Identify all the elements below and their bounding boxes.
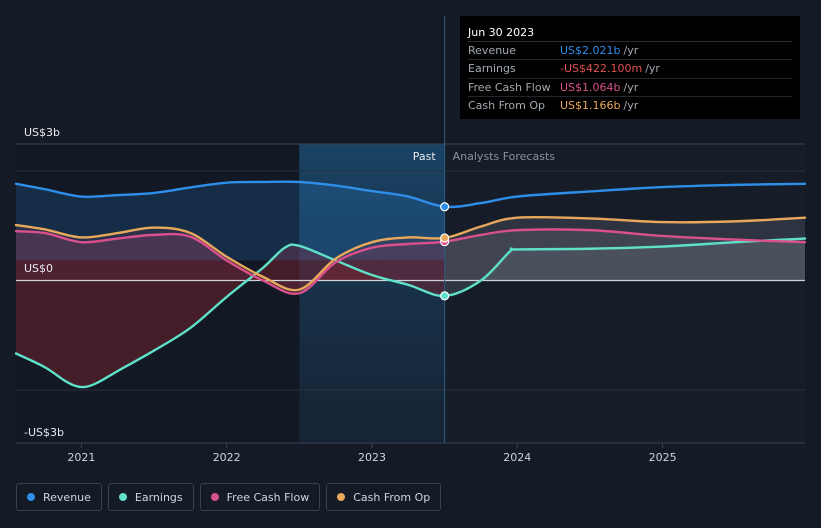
- tooltip-label: Revenue: [468, 44, 516, 57]
- tooltip-row-free-cash-flow: Free Cash Flow US$1.064b /yr: [468, 79, 792, 98]
- legend: Revenue Earnings Free Cash Flow Cash Fro…: [16, 483, 442, 511]
- tooltip-row-revenue: Revenue US$2.021b /yr: [468, 42, 792, 61]
- tooltip-value: US$1.166b: [560, 99, 621, 113]
- legend-item-free-cash-flow[interactable]: Free Cash Flow: [199, 483, 321, 511]
- series-line-earnings: [14, 237, 807, 389]
- series-line-cash-from-op: [14, 215, 807, 292]
- tooltip-label: Earnings: [468, 62, 516, 76]
- y-axis-label-zero: US$0: [24, 262, 53, 275]
- tooltip-unit: /yr: [645, 62, 660, 76]
- tooltip-label: Free Cash Flow: [468, 80, 551, 94]
- series-line-revenue: [14, 180, 807, 209]
- legend-item-cash-from-op[interactable]: Cash From Op: [326, 483, 442, 511]
- past-highlight-band: [299, 144, 445, 443]
- tooltip-unit: /yr: [623, 44, 639, 57]
- legend-label: Free Cash Flow: [226, 490, 310, 504]
- y-axis-label-bottom: -US$3b: [24, 426, 64, 439]
- x-tick-label-2025: 2025: [649, 451, 677, 464]
- legend-dot-icon: [210, 493, 219, 501]
- series-point-earnings: [440, 291, 450, 301]
- tooltip-row-cash-from-op: Cash From Op US$1.166b /yr: [468, 97, 792, 114]
- tooltip-unit: /yr: [623, 99, 639, 113]
- legend-dot-icon: [337, 493, 346, 501]
- series-point-cash-from-op: [440, 233, 450, 243]
- series-point-revenue: [440, 202, 450, 212]
- legend-dot-icon: [118, 493, 127, 501]
- legend-dot-icon: [27, 493, 35, 501]
- tooltip-date: Jun 30 2023: [468, 24, 792, 42]
- legend-label: Cash From Op: [353, 490, 431, 504]
- tooltip-value: -US$422.100m: [560, 62, 643, 76]
- legend-item-earnings[interactable]: Earnings: [107, 483, 194, 511]
- tooltip-unit: /yr: [623, 80, 639, 94]
- legend-label: Revenue: [43, 490, 91, 504]
- series-area-forecast-earnings: [444, 238, 805, 296]
- x-tick-label-2023: 2023: [358, 451, 386, 464]
- x-tick-label-2022: 2022: [213, 451, 241, 464]
- tooltip-row-earnings: Earnings -US$422.100m /yr: [468, 60, 792, 79]
- analysts-forecasts-label: Analysts Forecasts: [453, 150, 556, 163]
- series-line-free-cash-flow: [14, 228, 807, 296]
- tooltip-label: Cash From Op: [468, 99, 546, 113]
- tooltip-value: US$2.021b: [560, 44, 621, 57]
- series-area-revenue: [16, 181, 445, 261]
- x-tick-label-2021: 2021: [67, 451, 95, 464]
- tooltip: Jun 30 2023 Revenue US$2.021b /yr Earnin…: [460, 16, 800, 119]
- tooltip-value: US$1.064b: [560, 80, 621, 94]
- legend-label: Earnings: [134, 490, 183, 504]
- past-label: Past: [413, 150, 437, 163]
- legend-item-revenue[interactable]: Revenue: [16, 483, 102, 511]
- y-axis-label-top: US$3b: [24, 126, 60, 139]
- x-tick-label-2024: 2024: [503, 451, 531, 464]
